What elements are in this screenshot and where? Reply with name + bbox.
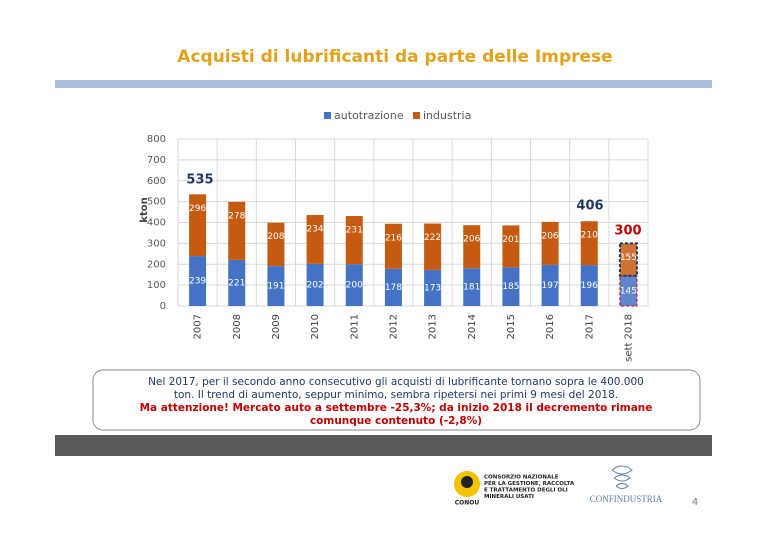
bar-segment (345, 264, 363, 306)
y-tick-label: 600 (147, 176, 166, 187)
text-box (92, 369, 701, 431)
annotation: 535 (186, 173, 213, 188)
conou-text: E TRATTAMENTO DEGLI OLI (484, 488, 568, 494)
y-tick-label: 0 (160, 301, 166, 312)
x-tick-label: 2011 (349, 314, 360, 339)
x-tick-label: 2012 (388, 314, 399, 339)
bar-segment (345, 216, 363, 265)
data-label: 208 (267, 232, 284, 242)
y-tick-label: 800 (147, 134, 166, 145)
x-tick-label: 2015 (506, 314, 517, 339)
data-label: 155 (620, 253, 637, 263)
conou-text: MINERALI USATI (484, 494, 534, 500)
x-tick-label: 2017 (584, 314, 595, 339)
conou-text: CONSORZIO NAZIONALE (484, 475, 559, 481)
conou-drop (461, 476, 473, 488)
highlight-line: Ma attenzione! Mercato auto a settembre … (140, 402, 653, 414)
bar-segment (267, 222, 285, 267)
data-label: 181 (463, 283, 480, 293)
x-tick-label: sett 2018 (623, 314, 634, 362)
data-label: 210 (581, 231, 598, 241)
legend-label: autotrazione (334, 109, 404, 122)
data-label: 234 (306, 224, 323, 234)
bar-segment (502, 225, 520, 268)
data-label: 200 (346, 281, 363, 291)
conou-name: CONOU (455, 500, 480, 507)
data-label: 191 (267, 282, 284, 292)
data-label: 278 (228, 211, 245, 221)
x-tick-label: 2013 (428, 314, 439, 339)
x-tick-label: 2009 (271, 314, 282, 339)
y-tick-label: 500 (147, 197, 166, 208)
bar-segment (306, 214, 324, 264)
bar-segment (541, 221, 559, 265)
text-line: ton. Il trend di aumento, seppur minimo,… (174, 389, 618, 401)
bar-segment (306, 263, 324, 306)
x-tick-label: 2016 (545, 314, 556, 339)
data-label: 231 (346, 226, 363, 236)
x-tick-label: 2007 (193, 314, 204, 339)
data-label: 201 (502, 235, 519, 245)
annotation: 300 (614, 224, 641, 239)
bar-segment (580, 221, 598, 266)
y-axis-label: kton (139, 197, 150, 222)
y-tick-label: 400 (147, 218, 166, 229)
data-label: 173 (424, 283, 441, 293)
bar-segment (228, 259, 246, 306)
data-label: 145 (620, 286, 637, 296)
conou-logo (454, 471, 480, 497)
bar-segment (618, 242, 638, 277)
confindustria-name: CONFINDUSTRIA (590, 494, 663, 504)
slide-title: Acquisti di lubrificanti da parte delle … (177, 47, 612, 67)
bar-segment (384, 223, 402, 269)
bar-segment (424, 269, 442, 306)
legend-swatch (324, 112, 331, 119)
data-label: 216 (385, 233, 402, 243)
data-label: 178 (385, 283, 402, 293)
confindustria-logo (611, 465, 633, 489)
bar-segment (541, 264, 559, 306)
x-tick-label: 2008 (232, 314, 243, 339)
data-label: 206 (463, 235, 480, 245)
data-label: 222 (424, 233, 441, 243)
y-tick-label: 100 (147, 280, 166, 291)
footer-bar (55, 435, 712, 456)
x-tick-label: 2014 (467, 314, 478, 339)
data-label: 196 (581, 281, 598, 291)
data-label: 206 (541, 231, 558, 241)
annotation: 406 (576, 199, 603, 214)
data-label: 239 (189, 277, 206, 287)
conou-text: PER LA GESTIONE, RACCOLTA (484, 481, 575, 487)
y-tick-label: 300 (147, 238, 166, 249)
data-label: 185 (502, 282, 519, 292)
legend-swatch (413, 112, 420, 119)
bar-segment (502, 267, 520, 306)
highlight-line: comunque contenuto (-2,8%) (310, 415, 482, 427)
bar-segment (189, 194, 207, 257)
legend-label: industria (423, 109, 471, 122)
y-tick-label: 200 (147, 259, 166, 270)
bar-segment (463, 225, 481, 269)
data-label: 197 (541, 281, 558, 291)
data-label: 221 (228, 278, 245, 288)
bar-segment (580, 265, 598, 306)
bar-segment (463, 268, 481, 306)
data-label: 202 (306, 280, 323, 290)
y-tick-label: 700 (147, 155, 166, 166)
confindustria-emblem (611, 465, 633, 489)
bar-segment (619, 275, 638, 307)
bar-segment (267, 266, 285, 306)
bar-segment (228, 201, 246, 260)
bar-segment (189, 256, 207, 306)
bar-segment (384, 268, 402, 306)
x-tick-label: 2010 (310, 314, 321, 339)
data-label: 296 (189, 204, 206, 214)
title-rule (55, 80, 712, 88)
text-line: Nel 2017, per il secondo anno consecutiv… (148, 376, 644, 388)
page-number: 4 (692, 497, 698, 508)
bar-segment (424, 223, 442, 270)
